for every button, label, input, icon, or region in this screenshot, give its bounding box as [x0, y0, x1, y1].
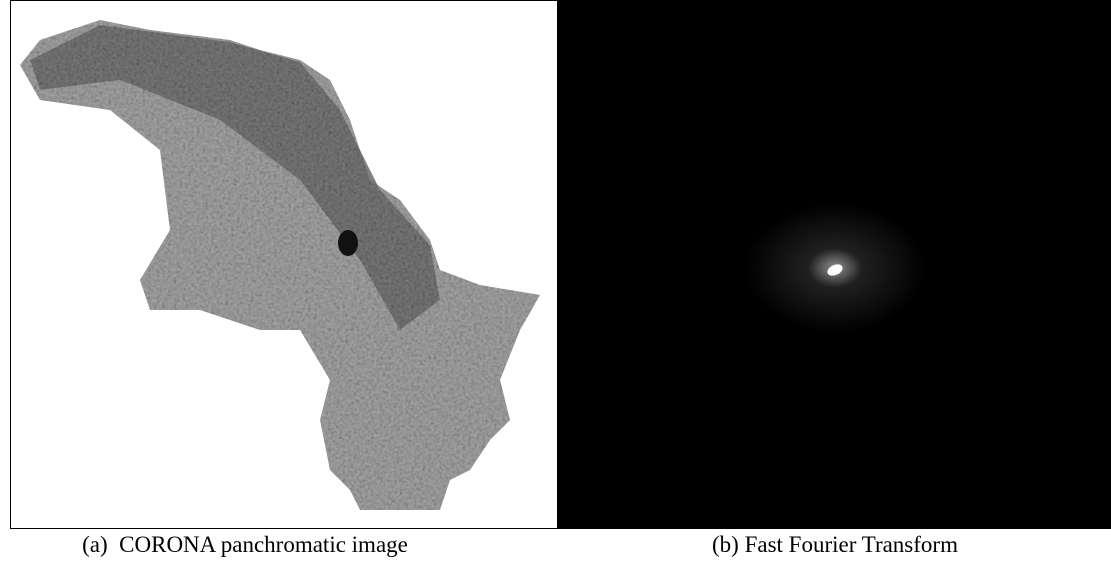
figure-images — [0, 0, 1111, 530]
caption-a: (a) CORONA panchromatic image — [30, 532, 460, 558]
caption-b: (b) Fast Fourier Transform — [625, 532, 1045, 558]
figure-page: (a) CORONA panchromatic image (b) Fast F… — [0, 0, 1111, 568]
dark-lake — [338, 230, 358, 256]
